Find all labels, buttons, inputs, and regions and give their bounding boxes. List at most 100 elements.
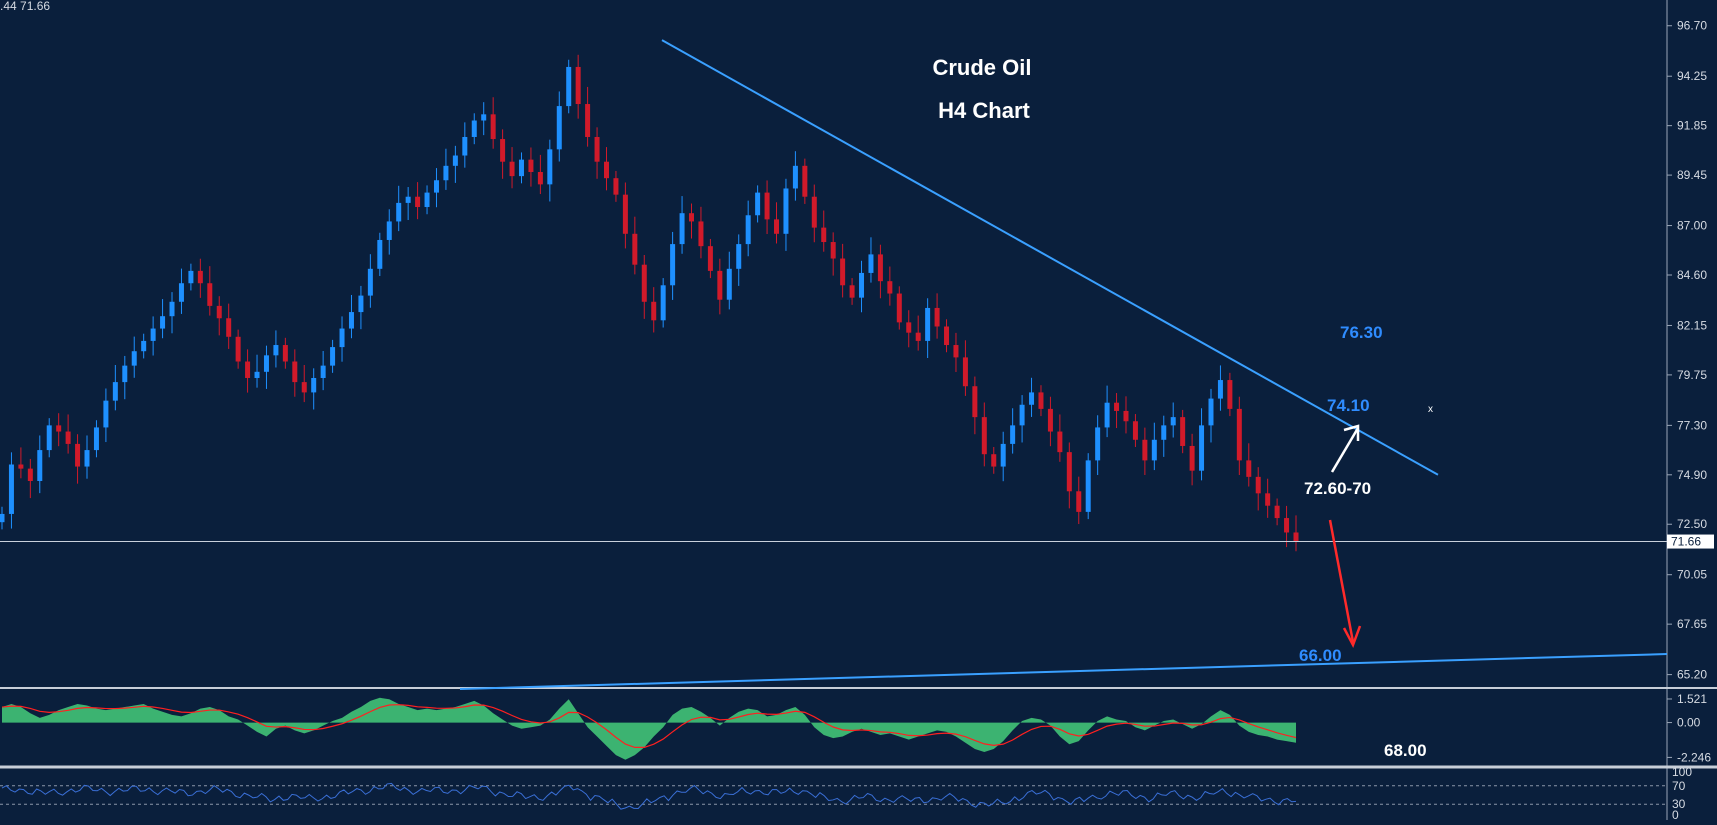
level-label-74-10: 74.10	[1327, 396, 1370, 415]
rsi-tick-label: 0	[1672, 808, 1679, 820]
candle-body	[75, 443, 81, 467]
candle-body	[1236, 408, 1242, 461]
candle-body	[320, 365, 326, 378]
candle-body	[197, 270, 203, 284]
candle-body	[755, 192, 761, 216]
candle-body	[660, 285, 666, 321]
candle-body	[500, 139, 506, 162]
candle-body	[830, 242, 836, 259]
price-tick-label: 82.15	[1677, 318, 1707, 332]
candle-body	[1284, 518, 1290, 533]
price-tick-label: 72.50	[1677, 517, 1707, 531]
candle-body	[1142, 439, 1148, 461]
candle-body	[906, 322, 912, 333]
candle-body	[254, 371, 260, 378]
rsi-pane	[0, 782, 1667, 810]
candle-body	[405, 196, 411, 203]
candle-body	[1095, 427, 1101, 461]
macd-value-label: 68.00	[1384, 741, 1427, 760]
candle-body	[849, 285, 855, 298]
candle-body	[122, 365, 128, 383]
candle-body	[178, 283, 184, 302]
candle-body	[944, 326, 950, 346]
candle-body	[292, 361, 298, 383]
candle-body	[707, 246, 713, 271]
level-label-66-00: 66.00	[1299, 646, 1342, 665]
candle-body	[575, 66, 581, 105]
candle-body	[27, 468, 33, 481]
candle-body	[887, 281, 893, 294]
candle-body	[131, 351, 137, 366]
macd-tick-label: 0.00	[1677, 716, 1701, 730]
candle-body	[556, 106, 562, 150]
candle-body	[518, 159, 524, 177]
candle-body	[962, 357, 968, 387]
candle-body	[245, 361, 251, 378]
candle-body	[84, 450, 90, 467]
candle-body	[1104, 402, 1110, 428]
price-tick-label: 70.05	[1677, 568, 1707, 582]
candle-body	[1246, 460, 1252, 477]
candle-body	[263, 355, 269, 372]
candle-body	[188, 270, 194, 284]
candle-body	[93, 427, 99, 451]
candlestick-series	[0, 54, 1299, 552]
candle-body	[915, 332, 921, 341]
rsi-tick-label: 100	[1672, 765, 1692, 779]
candle-body	[1114, 402, 1120, 411]
candle-body	[1010, 425, 1016, 444]
down-arrow	[1328, 519, 1362, 649]
candle-body	[1038, 392, 1044, 409]
macd-tick-label: -2.246	[1677, 750, 1711, 764]
macd-tick-label: 1.521	[1677, 692, 1707, 706]
candle-body	[1151, 439, 1157, 461]
up-arrow	[1330, 424, 1360, 473]
rsi-line	[1, 782, 1297, 810]
candle-body	[207, 283, 213, 306]
candle-body	[1066, 452, 1072, 492]
candle-body	[481, 114, 487, 121]
candle-body	[169, 301, 175, 317]
candle-body	[311, 377, 317, 393]
price-tick-label: 87.00	[1677, 219, 1707, 233]
candle-body	[1019, 404, 1025, 426]
candle-body	[736, 244, 742, 269]
candle-body	[1265, 493, 1271, 506]
candle-body	[613, 178, 619, 195]
candle-body	[925, 307, 931, 341]
candle-body	[802, 165, 808, 197]
candle-body	[112, 382, 118, 401]
candle-body	[566, 66, 572, 107]
candle-body	[594, 136, 600, 162]
candle-body	[377, 239, 383, 269]
ohlc-readout: .44 71.66	[0, 0, 50, 13]
candle-body	[396, 202, 402, 222]
candle-body	[651, 301, 657, 321]
candle-body	[282, 345, 288, 362]
candle-body	[953, 345, 959, 358]
price-tick-label: 74.90	[1677, 468, 1707, 482]
trendlines	[459, 39, 1668, 691]
candle-body	[774, 219, 780, 234]
candle-body	[670, 244, 676, 286]
candle-body	[358, 295, 364, 313]
candle-body	[622, 194, 628, 234]
candle-body	[216, 305, 222, 319]
candle-body	[537, 172, 543, 185]
candle-body	[56, 425, 62, 432]
candle-body	[1161, 425, 1167, 440]
candle-body	[934, 307, 940, 327]
candle-body	[1076, 491, 1082, 512]
candle-body	[1217, 380, 1223, 399]
candle-body	[273, 345, 279, 356]
candle-body	[1208, 398, 1214, 426]
candle-body	[330, 347, 336, 366]
candle-body	[1057, 431, 1063, 453]
candle-body	[821, 227, 827, 243]
candle-body	[717, 270, 723, 300]
candle-body	[792, 165, 798, 189]
candle-body	[641, 264, 647, 302]
candle-body	[443, 165, 449, 181]
